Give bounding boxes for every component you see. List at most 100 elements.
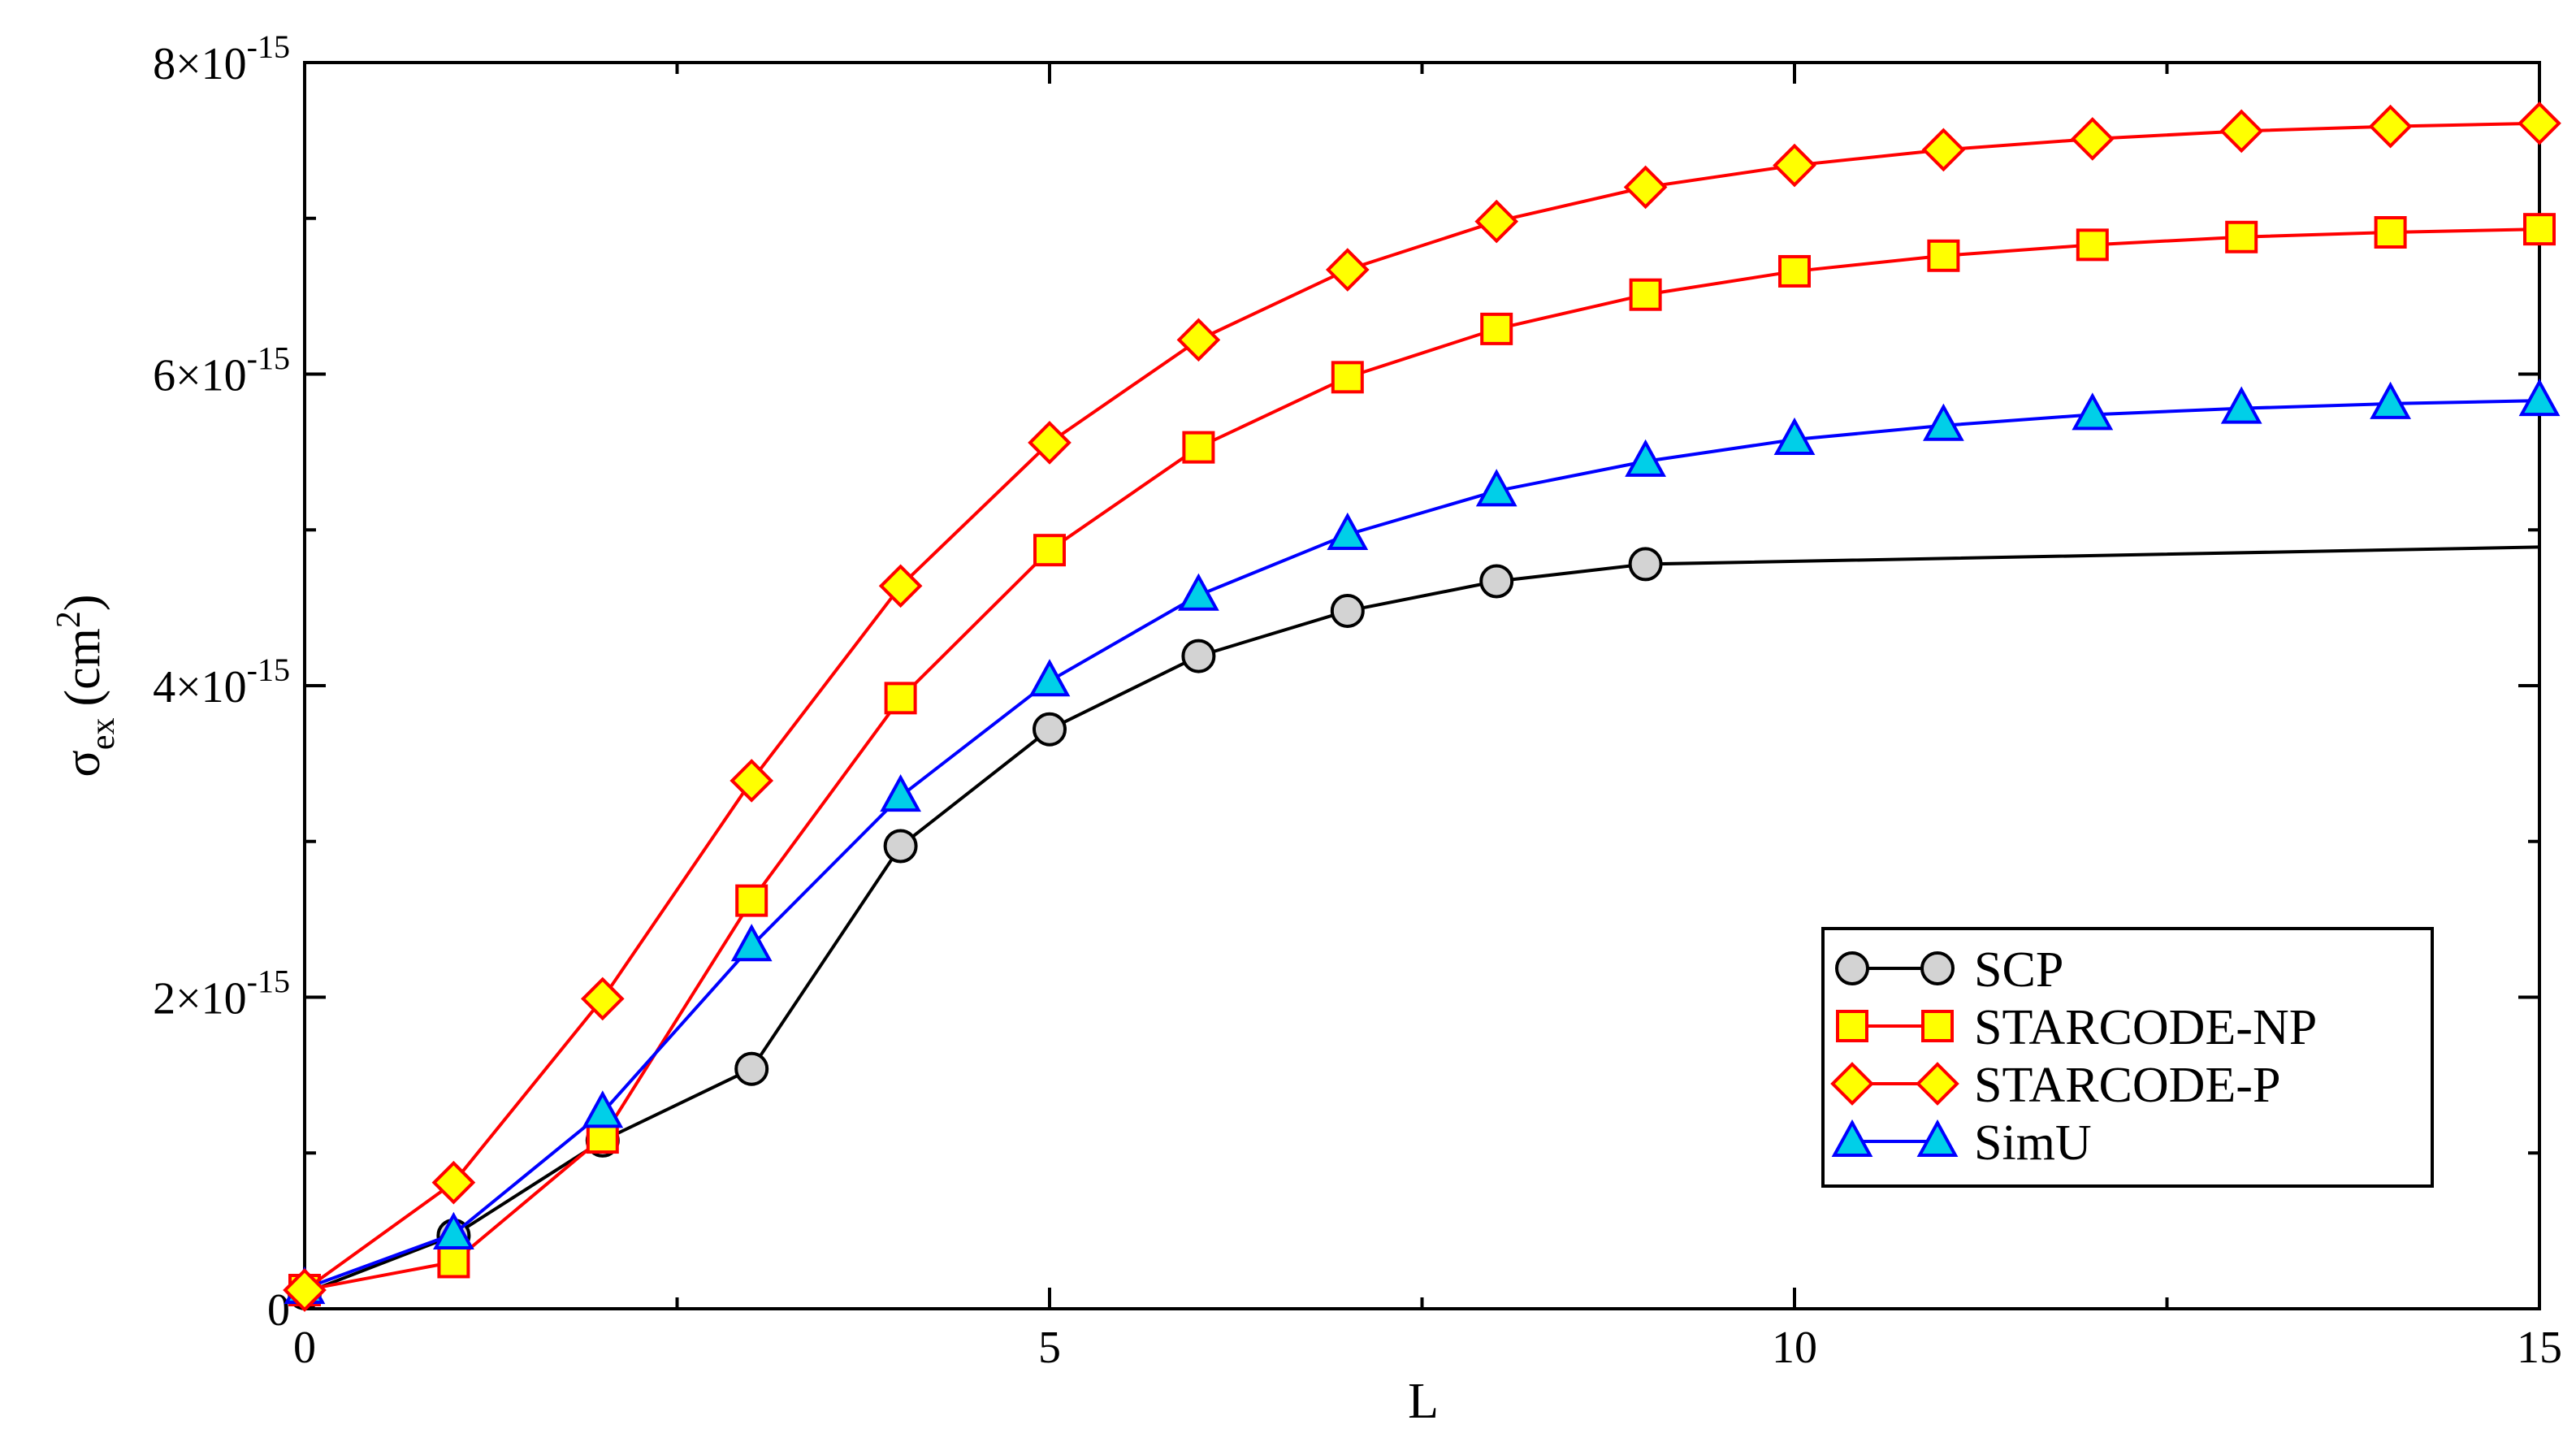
data-point: [2225, 220, 2258, 253]
data-point: [580, 976, 625, 1021]
data-point: [1778, 254, 1811, 288]
legend-entry-1: STARCODE-NP: [1836, 1000, 2317, 1055]
data-point: [437, 1245, 470, 1279]
data-point: [883, 829, 918, 864]
data-point: [1480, 312, 1513, 345]
y-axis-title-unit-close: ): [55, 594, 110, 611]
data-point: [1033, 712, 1067, 747]
legend-marker-left: [1830, 1062, 1874, 1106]
data-point: [433, 1211, 474, 1249]
data-point: [1927, 239, 1960, 272]
y-tick-label-mantissa-2: 4×10: [153, 662, 247, 712]
legend-marker-left: [1835, 951, 1869, 985]
data-point: [884, 682, 917, 715]
data-point: [2072, 392, 2114, 431]
data-point: [1474, 199, 1519, 244]
x-tick-label-0: 0: [293, 1323, 316, 1373]
legend-label: SimU: [1974, 1115, 2092, 1171]
data-point: [2076, 228, 2109, 262]
data-point: [1623, 165, 1668, 210]
legend-entry-0: SCP: [1835, 942, 2063, 998]
data-point: [878, 564, 923, 608]
y-tick-label-mantissa-4: 8×10: [153, 39, 247, 89]
data-point: [2523, 213, 2556, 246]
data-point: [1773, 143, 1816, 188]
data-point: [1182, 431, 1215, 464]
data-point: [734, 1051, 769, 1086]
data-point: [1479, 564, 1514, 599]
data-point: [1921, 128, 1966, 172]
y-tick-label-exponent-4: -15: [247, 28, 290, 65]
data-point: [2220, 386, 2262, 424]
data-point: [1181, 639, 1216, 673]
data-point: [1773, 417, 1816, 456]
data-point: [1178, 573, 1219, 611]
data-point: [1625, 439, 1666, 477]
y-tick-label-2: 4×10-15: [153, 652, 290, 712]
legend-marker-right: [1921, 1010, 1954, 1042]
x-tick-label-2: 10: [1772, 1323, 1817, 1373]
y-tick-label-4: 8×10-15: [153, 28, 290, 89]
data-point: [1475, 469, 1517, 507]
y-tick-label-0: 0: [267, 1285, 290, 1336]
y-axis-title-unit-exponent: 2: [50, 611, 88, 628]
series-line: [304, 399, 2540, 1290]
y-tick-label-3: 6×10-15: [153, 340, 290, 401]
data-point: [1327, 512, 1369, 551]
data-point: [1028, 659, 1071, 697]
y-axis-title-unit: (cm: [55, 628, 110, 706]
data-point: [1331, 361, 1364, 394]
svg-text:σex(cm2): σex (cm2): [50, 594, 122, 777]
series-layer: [283, 101, 2561, 1312]
data-point: [1629, 278, 1662, 311]
y-tick-label-mantissa-1: 2×10: [153, 974, 247, 1024]
legend-marker-left: [1836, 1010, 1868, 1042]
y-tick-label-1: 2×10-15: [153, 963, 290, 1024]
y-tick-label-exponent-3: -15: [247, 340, 290, 377]
x-axis-title: L: [1408, 1374, 1439, 1429]
axis-ticks: [303, 61, 2541, 1310]
legend-entry-3: SimU: [1831, 1115, 2092, 1171]
series-line: [303, 121, 2540, 1292]
data-point: [1923, 403, 1964, 441]
legend-label: STARCODE-P: [1974, 1058, 2280, 1113]
x-tick-label-3: 15: [2517, 1323, 2562, 1373]
legend-label: STARCODE-NP: [1974, 1000, 2317, 1055]
y-tick-label-exponent-1: -15: [247, 963, 290, 1000]
data-point: [2070, 117, 2115, 161]
data-point: [1325, 248, 1370, 292]
y-axis-title-subscript: ex: [84, 717, 122, 750]
data-point: [730, 924, 773, 962]
data-point: [2374, 216, 2407, 249]
data-point: [2368, 104, 2413, 149]
data-point: [1176, 318, 1221, 362]
data-point: [880, 773, 921, 812]
legend-label: SCP: [1974, 942, 2063, 998]
data-point: [582, 1090, 624, 1128]
data-point: [735, 884, 768, 917]
data-point: [730, 759, 774, 803]
series-starcode-p: [283, 101, 2561, 1312]
legend-entry-2: STARCODE-P: [1830, 1058, 2280, 1113]
legend-marker-right: [1920, 951, 1955, 985]
series-starcode-np: [288, 213, 2556, 1306]
y-axis-title: σex (cm2): [50, 594, 122, 777]
data-point: [2370, 381, 2411, 419]
data-point: [283, 1268, 327, 1312]
legend-marker-right: [1916, 1119, 1959, 1157]
data-point: [2219, 109, 2264, 154]
data-point: [1028, 421, 1072, 465]
y-tick-label-exponent-2: -15: [247, 652, 290, 688]
data-point: [1628, 547, 1663, 582]
legend-marker-right: [1916, 1062, 1959, 1106]
data-point: [1033, 534, 1066, 567]
series-line: [304, 227, 2540, 1292]
legend-marker-left: [1831, 1119, 1873, 1157]
data-point: [2518, 378, 2561, 417]
y-axis-title-symbol: σ: [55, 750, 110, 777]
x-tick-label-1: 5: [1038, 1323, 1061, 1373]
data-point: [431, 1160, 476, 1205]
